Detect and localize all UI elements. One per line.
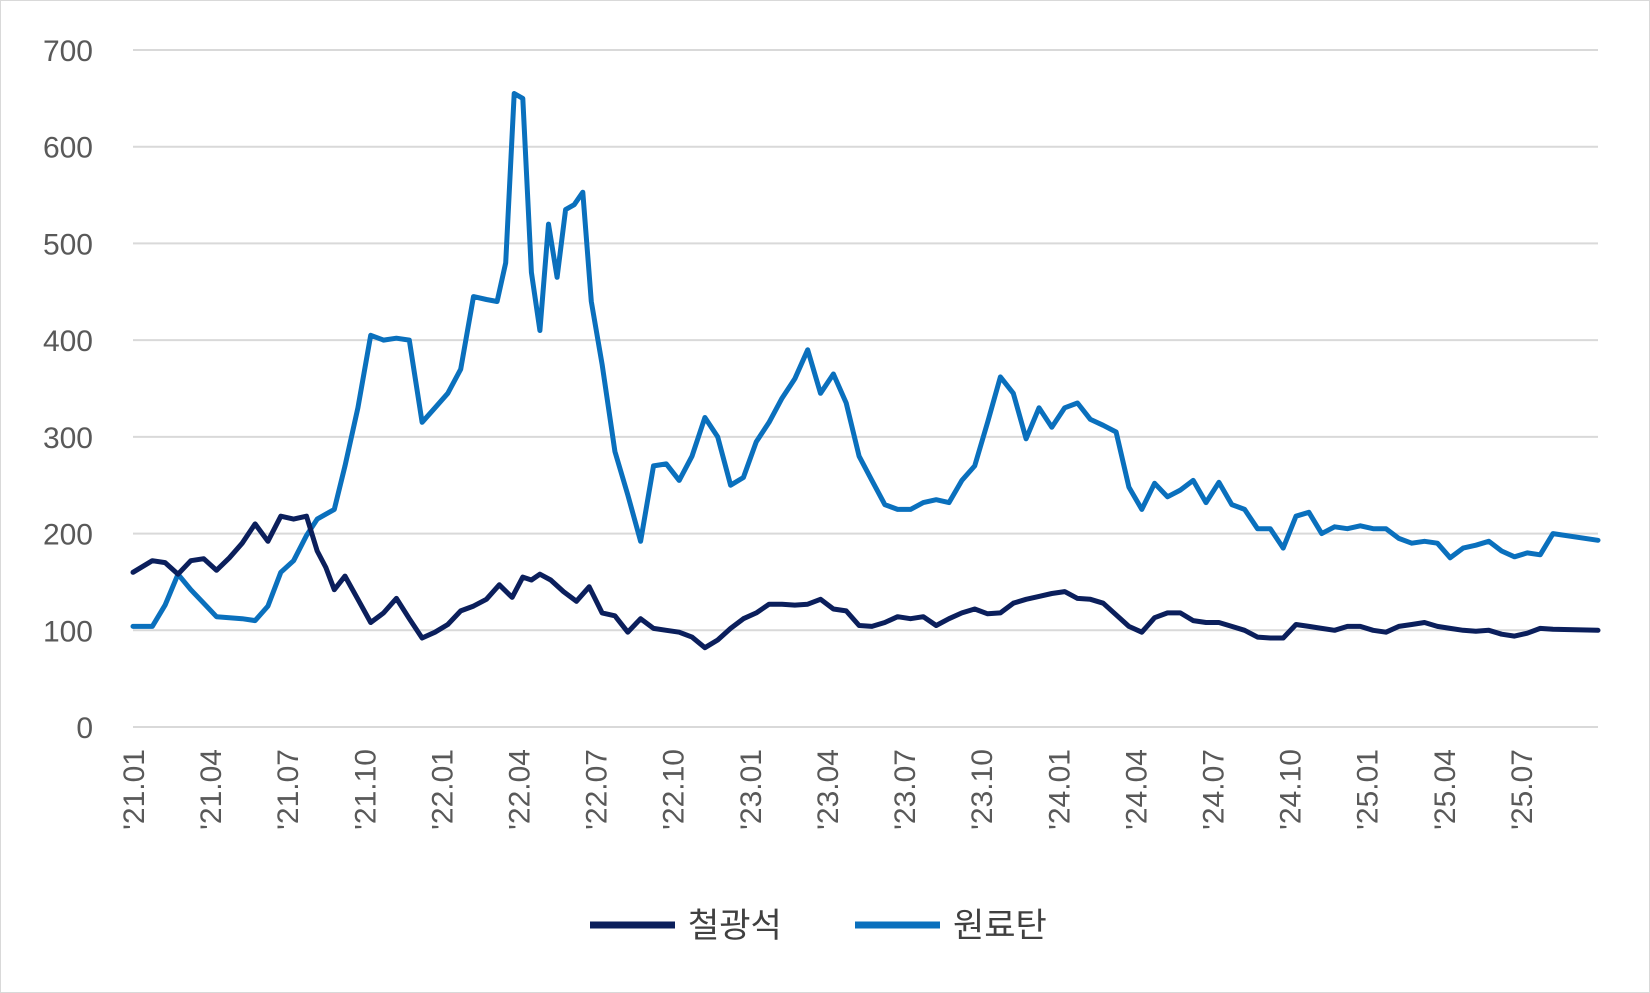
- x-tick-label: '21.10: [349, 749, 382, 830]
- x-tick-label: '22.07: [581, 749, 614, 830]
- x-tick-label: '23.07: [889, 749, 922, 830]
- x-tick-label: '21.07: [272, 749, 305, 830]
- x-tick-label: '22.10: [658, 749, 691, 830]
- x-tick-label: '23.04: [812, 749, 845, 830]
- x-tick-label: '22.04: [504, 749, 537, 830]
- y-tick-label: 0: [76, 712, 93, 745]
- y-tick-label: 400: [43, 325, 93, 358]
- y-tick-label: 700: [43, 35, 93, 68]
- series-line-iron-ore: [130, 513, 1601, 651]
- x-tick-label: '24.07: [1197, 749, 1230, 830]
- x-tick-label: '25.04: [1429, 749, 1462, 830]
- x-axis-ticks: '21.01 '21.04 '21.07 '21.10 '22.01 '22.04 '22.…: [118, 749, 1539, 830]
- x-tick-label: '25.01: [1352, 749, 1385, 830]
- y-tick-label: 600: [43, 132, 93, 165]
- x-tick-label: '24.10: [1275, 749, 1308, 830]
- legend-label-iron-ore: 철광석: [688, 906, 782, 946]
- y-axis-ticks: 0 100 200 300 400 500 600 700: [43, 35, 93, 745]
- series-line-coking-coal: [130, 91, 1601, 629]
- legend: 철광석 원료탄: [590, 906, 1047, 946]
- y-tick-label: 100: [43, 615, 93, 648]
- series-lines: [130, 91, 1601, 651]
- x-tick-label: '23.01: [735, 749, 768, 830]
- x-tick-label: '23.10: [966, 749, 999, 830]
- x-tick-label: '24.04: [1120, 749, 1153, 830]
- x-tick-label: '24.01: [1043, 749, 1076, 830]
- x-tick-label: '21.01: [118, 749, 151, 830]
- legend-label-coking-coal: 원료탄: [953, 906, 1047, 946]
- x-tick-label: '21.04: [195, 749, 228, 830]
- x-tick-label: '25.07: [1506, 749, 1539, 830]
- y-tick-label: 200: [43, 519, 93, 552]
- x-tick-label: '22.01: [426, 749, 459, 830]
- y-tick-label: 500: [43, 228, 93, 261]
- y-tick-label: 300: [43, 422, 93, 455]
